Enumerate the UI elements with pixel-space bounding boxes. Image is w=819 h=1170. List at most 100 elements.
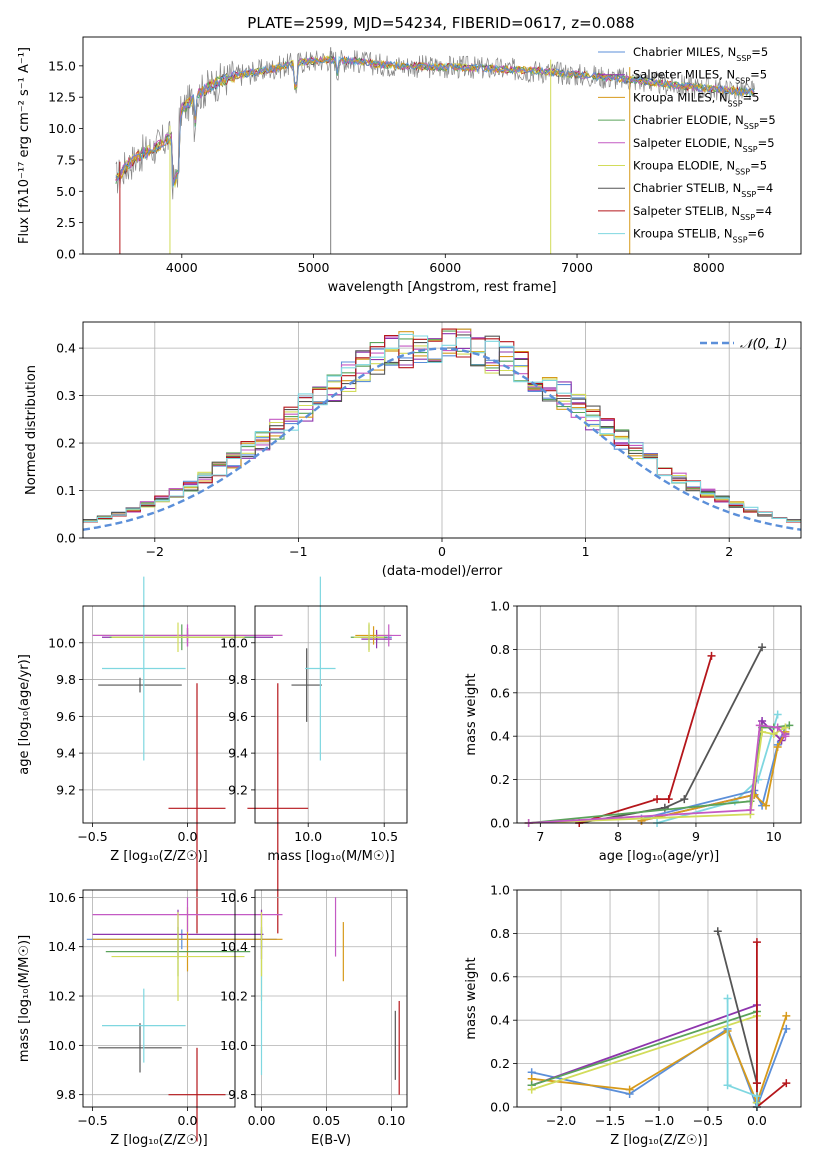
x-axis-label: age [log₁₀(age/yr)] (599, 849, 720, 864)
weight-marker (713, 927, 722, 936)
errorbar-point (111, 622, 245, 652)
y-tick-label: 0.2 (490, 1056, 510, 1071)
errorbar-point (92, 624, 283, 647)
weight-marker (755, 721, 764, 730)
spectrum-legend: Chabrier MILES, NSSP=5 Salpeter MILES, NS… (598, 45, 776, 244)
y-tick-label: 0.4 (490, 729, 510, 744)
x-tick-label: −0.5 (77, 1113, 107, 1128)
axes-frame (254, 889, 408, 1108)
y-tick-label: 2.5 (56, 215, 76, 230)
axes-frame (82, 321, 802, 539)
x-tick-label: −1 (289, 544, 307, 559)
errorbar-point (102, 988, 186, 1063)
weight-marker (752, 1079, 761, 1088)
weight-marker (769, 730, 778, 739)
y-tick-label: 0.4 (56, 341, 76, 356)
x-tick-label: 8000 (693, 260, 725, 275)
errorbar-point (247, 683, 309, 934)
x-axis-label: mass [log₁₀(M/M☉)] (267, 849, 394, 864)
y-tick-label: 1.0 (490, 883, 510, 898)
panel-weight_vs_Z: −2.0 −1.5 −1.0 −0.5 0.0 0.0 0.2 0.4 0.6 0.8 1.0 Z [… (464, 883, 802, 1148)
weight-line-salpeter-stelib (578, 655, 713, 824)
errorbar-point (98, 677, 182, 693)
x-tick-label: 0.0 (178, 1113, 198, 1128)
x-axis-label: Z [log₁₀(Z/Z☉)] (110, 849, 207, 864)
weight-marker (707, 651, 716, 660)
plot-area-weight_vs_Z (527, 927, 791, 1111)
y-tick-label: 10.0 (220, 1038, 248, 1053)
y-tick-label: 0.0 (490, 816, 510, 831)
y-tick-label: 9.8 (228, 672, 248, 687)
y-tick-label: 10.0 (220, 635, 248, 650)
weight-marker (527, 1085, 536, 1094)
y-tick-label: 0.1 (56, 483, 76, 498)
x-tick-label: −2 (146, 544, 164, 559)
x-tick-label: 10.0 (294, 829, 322, 844)
errorbar-point (353, 622, 385, 652)
x-axis-label: E(B-V) (311, 1133, 351, 1148)
axes-frame (516, 605, 802, 824)
y-tick-label: 12.5 (48, 90, 76, 105)
weight-marker (680, 795, 689, 804)
plot-area-residuals (82, 328, 802, 531)
y-tick-label: 0.4 (490, 1013, 510, 1028)
y-axis-label: Flux [fλ10⁻¹⁷ erg cm⁻² s⁻¹ A⁻¹] (17, 47, 32, 244)
y-tick-label: 0.3 (56, 388, 76, 403)
weight-marker (625, 1085, 634, 1094)
y-tick-label: 9.4 (56, 746, 76, 761)
errorbar-point (102, 576, 186, 761)
panel-weight_vs_age: 7 8 9 10 0.0 0.2 0.4 0.6 0.8 1.0 age [log₁₀(age/yr… (464, 599, 802, 864)
legend-label: Chabrier ELODIE, NSSP=5 (633, 113, 776, 131)
y-tick-label: 9.8 (228, 1087, 248, 1102)
y-tick-label: 0.0 (56, 247, 76, 262)
x-tick-label: 8 (614, 829, 622, 844)
errorbar-point (376, 624, 401, 647)
y-tick-label: 0.2 (490, 772, 510, 787)
panel-mass_vs_ebv: 0.00 0.05 0.10 9.8 10.0 10.2 10.4 10.6 E(B-V) (220, 889, 408, 1148)
y-axis-label: age [log₁₀(age/yr)] (17, 654, 32, 775)
y-tick-label: 9.4 (228, 746, 248, 761)
y-tick-label: 0.0 (490, 1100, 510, 1115)
y-tick-label: 10.6 (220, 890, 248, 905)
y-tick-label: 9.6 (56, 709, 76, 724)
y-axis-label: mass [log₁₀(M/M☉)] (17, 935, 32, 1062)
x-tick-label: 7000 (561, 260, 593, 275)
y-tick-label: 10.0 (48, 635, 76, 650)
errorbar-point (168, 1047, 226, 1142)
weight-marker (752, 1092, 761, 1101)
x-tick-label: 7 (536, 829, 544, 844)
x-tick-label: 4000 (166, 260, 198, 275)
y-axis-label: mass weight (464, 957, 479, 1039)
panel-age_vs_mass: 10.0 10.5 9.2 9.4 9.6 9.8 10.0 mass [log₁₀(M/M☉… (220, 576, 408, 934)
legend-label: Chabrier MILES, NSSP=5 (633, 45, 768, 63)
weight-marker (781, 732, 790, 741)
x-tick-label: −1.5 (595, 1113, 625, 1128)
x-axis-label: Z [log₁₀(Z/Z☉)] (610, 1133, 707, 1148)
figure-title: PLATE=2599, MJD=54234, FIBERID=0617, z=0… (247, 14, 634, 32)
panel-mass_vs_Z: −0.5 0.0 9.8 10.0 10.2 10.4 10.6 Z [log₁₀(Z/Z☉)… (17, 889, 283, 1148)
weight-marker (782, 1079, 791, 1088)
weight-marker (773, 710, 782, 719)
spectrum-line-kroupa-elodie (115, 55, 755, 189)
weight-marker (746, 805, 755, 814)
legend-label: Chabrier STELIB, NSSP=4 (633, 181, 773, 199)
weight-line-chabrier-stelib (579, 646, 763, 824)
y-tick-label: 10.2 (48, 989, 76, 1004)
y-tick-label: 9.8 (56, 1087, 76, 1102)
axes-frame (82, 36, 802, 255)
plot-area-age_vs_mass (247, 576, 401, 934)
x-tick-label: 0 (438, 544, 446, 559)
y-tick-label: 15.0 (48, 58, 76, 73)
axes-frame (82, 605, 236, 824)
errorbar-point (361, 629, 392, 649)
plot-area-weight_vs_age (524, 643, 794, 827)
x-tick-label: 10.5 (370, 829, 398, 844)
x-tick-label: 5000 (298, 260, 330, 275)
weight-marker (782, 1011, 791, 1020)
y-tick-label: 7.5 (56, 152, 76, 167)
y-axis-label: Normed distribution (24, 365, 39, 495)
weight-marker (723, 994, 732, 1003)
panel-age_vs_Z: −0.5 0.0 9.2 9.4 9.6 9.8 10.0 Z [log₁₀(Z/Z☉)] ag… (17, 576, 283, 934)
x-tick-label: 9 (692, 829, 700, 844)
